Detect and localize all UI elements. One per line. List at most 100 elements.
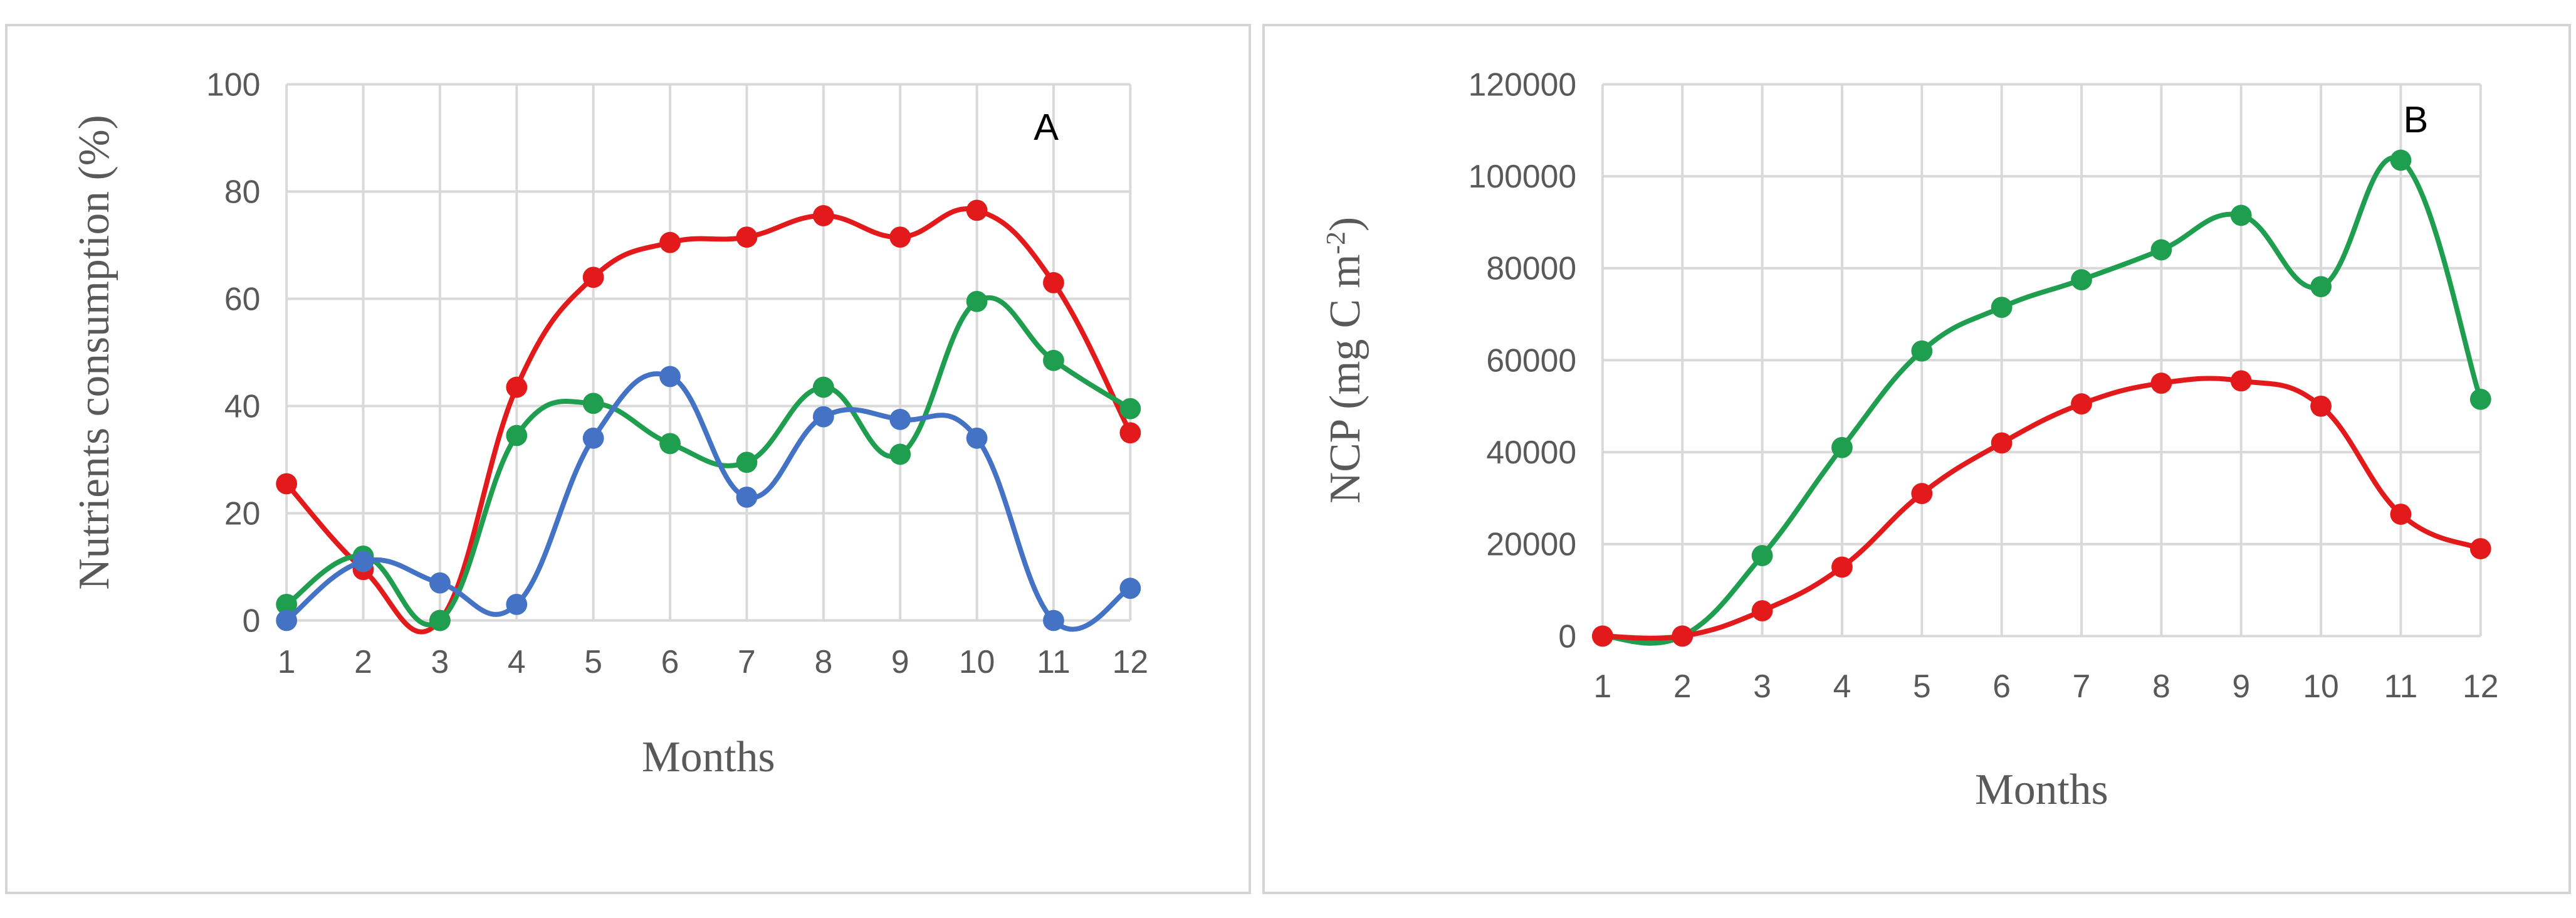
data-point-1 <box>1592 625 1613 647</box>
y-tick-label: 40 <box>224 388 261 424</box>
y-tick-label: 20000 <box>1486 526 1576 562</box>
x-tick-label: 11 <box>2384 668 2418 704</box>
data-point-0 <box>1119 422 1141 444</box>
x-tick-label: 6 <box>1992 668 2011 704</box>
y-axis-title-superscript: -2 <box>1321 231 1351 254</box>
data-point-0 <box>2310 276 2332 297</box>
y-tick-label: 60000 <box>1486 342 1576 378</box>
data-point-1 <box>2390 504 2412 525</box>
x-tick-label: 7 <box>2073 668 2091 704</box>
data-point-0 <box>1911 340 1933 362</box>
x-tick-label: 5 <box>584 643 602 680</box>
data-point-0 <box>1991 297 2013 318</box>
data-point-0 <box>966 199 988 221</box>
y-tick-label: 120000 <box>1469 66 1576 102</box>
x-tick-label: 2 <box>354 643 372 680</box>
x-tick-label: 7 <box>738 643 756 680</box>
data-point-1 <box>276 593 298 615</box>
data-point-1 <box>736 451 758 473</box>
y-tick-label: 80 <box>224 173 261 209</box>
x-tick-label: 10 <box>2303 668 2339 704</box>
x-axis-title: Months <box>642 733 775 781</box>
series-line-1 <box>284 295 1133 628</box>
series-line-1 <box>1600 376 2483 641</box>
x-axis-title: Months <box>1975 766 2108 814</box>
data-point-1 <box>2071 393 2092 414</box>
x-tick-label: 5 <box>1913 668 1931 704</box>
x-tick-label: 1 <box>1594 668 1612 704</box>
data-point-1 <box>1672 625 1694 647</box>
data-point-2 <box>1119 578 1141 599</box>
y-tick-label: 0 <box>243 602 261 638</box>
data-point-0 <box>276 473 298 495</box>
data-point-1 <box>812 376 834 398</box>
data-point-0 <box>812 205 834 226</box>
data-point-2 <box>276 609 298 631</box>
data-point-1 <box>659 433 681 455</box>
x-tick-label: 11 <box>1037 643 1071 680</box>
data-point-1 <box>582 393 604 414</box>
data-point-2 <box>889 408 911 430</box>
panel-letter: A <box>1034 106 1059 148</box>
data-point-0 <box>889 226 911 248</box>
data-point-1 <box>1751 600 1773 621</box>
data-point-0 <box>2390 149 2412 171</box>
x-tick-label: 12 <box>1113 643 1149 680</box>
data-point-0 <box>736 226 758 248</box>
x-tick-label: 6 <box>661 643 679 680</box>
y-tick-label: 0 <box>1558 618 1576 654</box>
data-point-0 <box>2230 204 2252 226</box>
data-point-1 <box>1831 556 1853 578</box>
data-point-0 <box>1751 545 1773 566</box>
data-point-1 <box>429 609 451 631</box>
data-point-2 <box>1043 609 1064 631</box>
x-tick-label: 9 <box>891 643 909 680</box>
data-point-0 <box>2071 269 2092 290</box>
x-tick-label: 8 <box>2152 668 2170 704</box>
x-tick-label: 3 <box>431 643 449 680</box>
data-point-1 <box>2310 395 2332 417</box>
data-point-2 <box>812 406 834 428</box>
x-tick-label: 1 <box>278 643 296 680</box>
data-point-1 <box>2230 370 2252 392</box>
x-tick-label: 10 <box>959 643 995 680</box>
y-axis-title-end: ) <box>1321 217 1369 231</box>
y-tick-label: 20 <box>224 495 261 531</box>
x-tick-label: 4 <box>1833 668 1851 704</box>
data-point-0 <box>506 376 528 398</box>
chart-panel-a: 0 20 40 60 80 100 1 2 3 4 5 6 7 8 9 10 11 12 A Months Nutrie… <box>5 24 1251 894</box>
series-line-0 <box>284 206 1133 635</box>
panel-letter: B <box>2403 98 2428 140</box>
data-point-1 <box>506 425 528 446</box>
data-point-0 <box>582 266 604 288</box>
data-point-1 <box>1911 483 1933 504</box>
data-point-1 <box>1991 432 2013 454</box>
data-point-2 <box>429 572 451 594</box>
data-point-1 <box>2150 372 2172 394</box>
data-point-0 <box>2469 388 2491 410</box>
y-axis-title: NCP (mg C m-2) <box>1321 217 1369 504</box>
series-line-0 <box>1600 155 2483 646</box>
data-point-2 <box>582 427 604 449</box>
x-tick-label: 9 <box>2232 668 2250 704</box>
y-tick-label: 40000 <box>1486 434 1576 470</box>
data-point-2 <box>736 486 758 508</box>
x-tick-label: 4 <box>508 643 526 680</box>
data-point-1 <box>889 443 911 465</box>
y-tick-label: 100000 <box>1469 158 1576 194</box>
data-point-1 <box>1043 349 1064 371</box>
data-point-0 <box>659 231 681 253</box>
data-point-2 <box>506 593 528 615</box>
data-point-0 <box>1831 436 1853 458</box>
chart-panel-b: 0 20000 40000 60000 80000 100000 120000 1 2 3 4 5 6 7… <box>1262 24 2571 894</box>
x-tick-label: 3 <box>1753 668 1771 704</box>
x-tick-label: 12 <box>2463 668 2499 704</box>
y-tick-label: 100 <box>206 66 260 102</box>
data-point-2 <box>352 551 374 572</box>
data-point-0 <box>2150 239 2172 261</box>
y-axis-title-main: Nutrients consumption (%) <box>70 115 118 590</box>
x-tick-label: 8 <box>814 643 832 680</box>
data-point-1 <box>1119 398 1141 419</box>
y-tick-label: 60 <box>224 280 261 317</box>
